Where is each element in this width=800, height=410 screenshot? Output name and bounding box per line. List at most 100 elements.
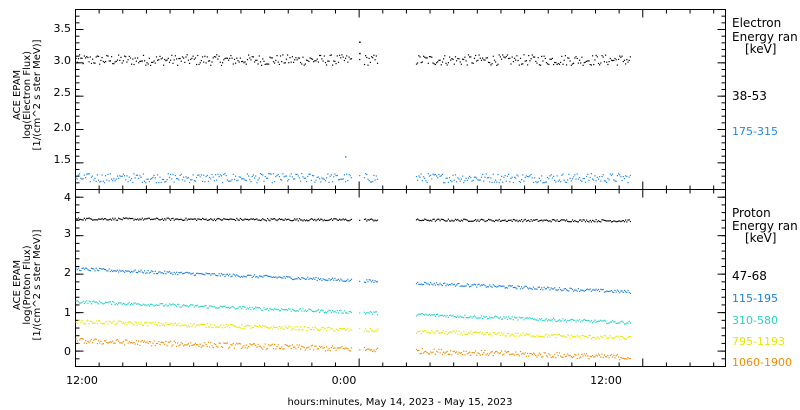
data-point [504,350,506,352]
data-point [124,323,126,325]
data-point [418,55,420,57]
data-point [420,220,422,222]
data-point [569,354,571,357]
data-point [120,342,122,344]
data-point [628,59,630,61]
data-point [315,220,317,222]
data-point [322,278,324,280]
data-point [436,62,438,64]
data-point [314,326,316,328]
data-point [270,57,272,59]
data-point [374,280,376,282]
data-point [118,217,120,219]
data-point [103,323,106,325]
data-point [431,220,433,222]
data-point [197,218,199,220]
data-point [80,321,82,323]
data-point [225,306,227,309]
data-point [424,351,426,353]
data-point [165,60,167,62]
data-point [415,283,418,285]
data-point [348,311,350,313]
data-point [159,271,161,273]
data-point [528,219,530,221]
data-point [205,218,207,220]
data-point [256,307,258,309]
data-point [475,350,477,352]
data-point [553,333,555,336]
data-point [451,354,453,356]
data-point [291,220,293,222]
data-point [164,58,166,61]
data-point [483,352,485,354]
data-point [603,319,605,321]
data-point [538,318,540,320]
data-point [322,310,324,312]
data-point [505,220,507,222]
data-point [295,278,297,280]
data-point [301,63,303,65]
data-point [592,354,594,357]
data-point [326,177,328,179]
data-point [540,353,542,355]
data-point [462,285,464,287]
data-point [588,289,590,291]
data-point [255,59,257,61]
data-point [316,310,318,312]
data-point [307,310,309,312]
data-point [119,342,121,344]
data-point [347,312,349,315]
data-point [160,58,162,60]
data-point [135,322,137,324]
data-point [424,218,426,220]
data-point [521,317,523,319]
data-point [449,56,451,58]
data-point [206,174,208,176]
data-point [270,308,272,311]
data-point [365,349,367,351]
data-point [563,335,565,337]
data-point [456,60,458,62]
data-point [275,176,277,178]
data-point [431,329,433,332]
data-point [509,181,511,183]
data-point [255,344,257,346]
data-point [619,322,621,324]
data-point [315,60,317,62]
data-point [140,219,142,221]
data-point [606,220,608,222]
data-point [560,335,562,337]
data-point [249,325,251,327]
data-point [458,282,460,285]
data-point [510,334,512,336]
data-point [618,220,620,222]
data-point [432,173,434,175]
data-point [369,328,371,330]
data-point [365,313,367,315]
data-point [271,276,273,278]
data-point [314,218,316,220]
data-point [298,308,301,310]
data-point [327,327,329,329]
data-point [516,174,518,176]
data-point [524,352,526,354]
data-point [463,317,465,319]
data-point [498,182,500,184]
data-point [129,218,132,220]
data-point [618,290,620,292]
data-point [367,311,369,313]
data-point [359,312,361,314]
data-point [200,346,202,348]
data-point [133,219,135,221]
data-point [262,276,264,278]
data-point [575,321,577,323]
data-point [537,181,539,183]
data-point [303,219,305,221]
data-point [606,61,608,63]
data-point [87,340,89,342]
data-point [243,327,245,329]
data-point [257,343,259,345]
data-point [165,219,167,221]
data-point [209,60,211,62]
data-point [109,218,111,220]
